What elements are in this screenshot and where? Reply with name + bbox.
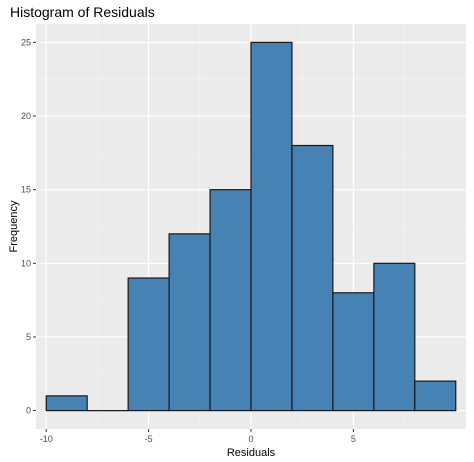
histogram-bar bbox=[250, 41, 293, 412]
y-axis-title: Frequency bbox=[8, 200, 20, 252]
y-tick-label: 0 bbox=[26, 406, 31, 416]
x-tick-label: 5 bbox=[351, 434, 356, 444]
histogram-bar bbox=[373, 262, 416, 412]
histogram-bar bbox=[127, 277, 170, 412]
histogram-bar bbox=[168, 233, 211, 412]
histogram-bar bbox=[45, 395, 88, 412]
x-tick-label: -10 bbox=[40, 434, 53, 444]
y-axis-ticks: 0 5 10 15 20 25 bbox=[21, 37, 36, 416]
histogram-bar bbox=[209, 189, 252, 412]
x-axis-ticks: -10 -5 0 5 bbox=[40, 429, 356, 444]
y-tick-label: 20 bbox=[21, 111, 31, 121]
x-tick-label: -5 bbox=[145, 434, 153, 444]
y-tick-label: 15 bbox=[21, 185, 31, 195]
x-axis-title: Residuals bbox=[227, 447, 276, 459]
histogram-bar bbox=[332, 292, 375, 412]
chart-title: Histogram of Residuals bbox=[10, 4, 155, 20]
y-tick-label: 10 bbox=[21, 258, 31, 268]
y-tick-label: 25 bbox=[21, 37, 31, 47]
y-tick-label: 5 bbox=[26, 332, 31, 342]
histogram-bars bbox=[45, 41, 457, 412]
histogram-bar bbox=[291, 144, 334, 412]
histogram-bar bbox=[414, 380, 457, 412]
x-tick-label: 0 bbox=[248, 434, 253, 444]
